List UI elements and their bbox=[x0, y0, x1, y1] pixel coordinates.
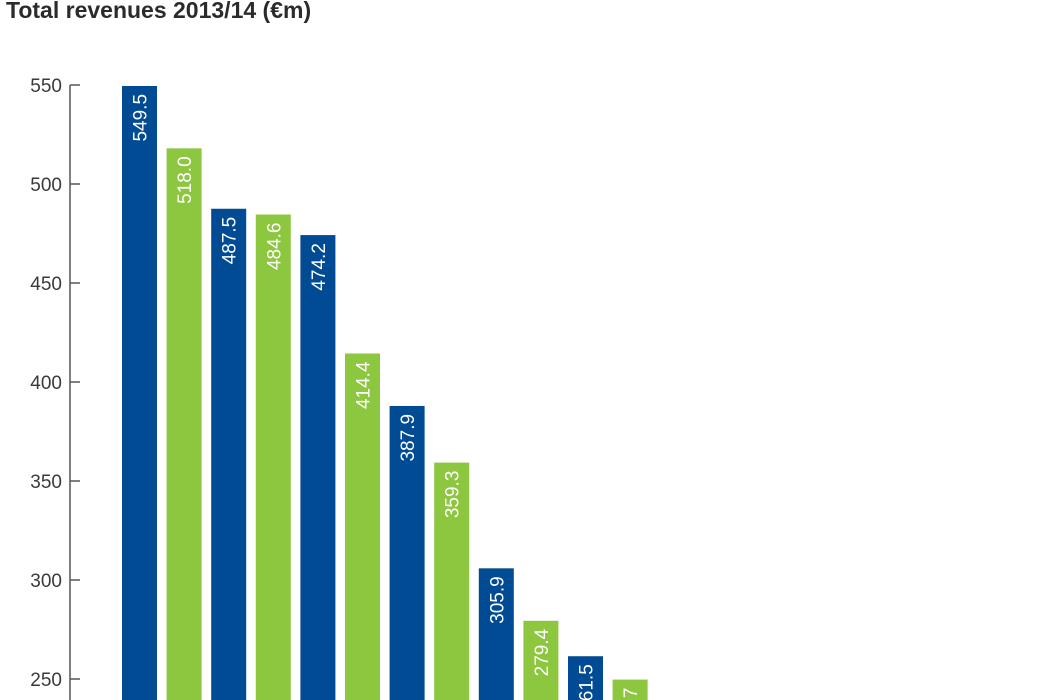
bar bbox=[523, 620, 559, 700]
y-tick-label: 400 bbox=[30, 373, 62, 394]
y-tick-label: 550 bbox=[30, 76, 62, 97]
bar bbox=[612, 679, 648, 700]
y-tick-label: 350 bbox=[30, 472, 62, 493]
bar-value-label: 487.5 bbox=[220, 217, 241, 265]
bar bbox=[166, 148, 202, 700]
bar bbox=[478, 568, 514, 700]
bar-value-label: 474.2 bbox=[309, 243, 330, 291]
bar-value-label: 279.4 bbox=[532, 628, 553, 676]
bar bbox=[122, 85, 157, 700]
y-axis: 550 500 450 400 350 300 250 bbox=[30, 76, 80, 700]
bar-value-label: 387.9 bbox=[398, 414, 419, 462]
y-tick-label: 450 bbox=[30, 274, 62, 295]
bar bbox=[345, 353, 380, 700]
y-tick-label: 300 bbox=[30, 571, 62, 592]
y-tick-label: 500 bbox=[30, 175, 62, 196]
bar bbox=[211, 208, 247, 700]
chart-title: Total revenues 2013/14 (€m) bbox=[6, 0, 312, 23]
bar bbox=[255, 214, 291, 700]
bar bbox=[568, 656, 603, 700]
bar-value-label: 549.5 bbox=[131, 94, 152, 142]
bar bbox=[434, 462, 470, 700]
bar bbox=[389, 405, 425, 700]
bar-value-label: 484.6 bbox=[264, 222, 285, 270]
bar bbox=[300, 235, 336, 700]
y-tick-label: 250 bbox=[30, 670, 62, 691]
bar-value-label: 261.5 bbox=[577, 664, 598, 700]
bar-value-label: 414.4 bbox=[354, 361, 375, 409]
bars: 549.5 518.0 487.5 484.6 474.2 414.4 387.9 359.3… bbox=[122, 85, 648, 700]
bar-value-label: 359.3 bbox=[443, 471, 464, 519]
bar-value-label: 249.7 bbox=[621, 688, 642, 700]
bar-value-label: 305.9 bbox=[487, 576, 508, 624]
bar-value-label: 518.0 bbox=[175, 156, 196, 204]
